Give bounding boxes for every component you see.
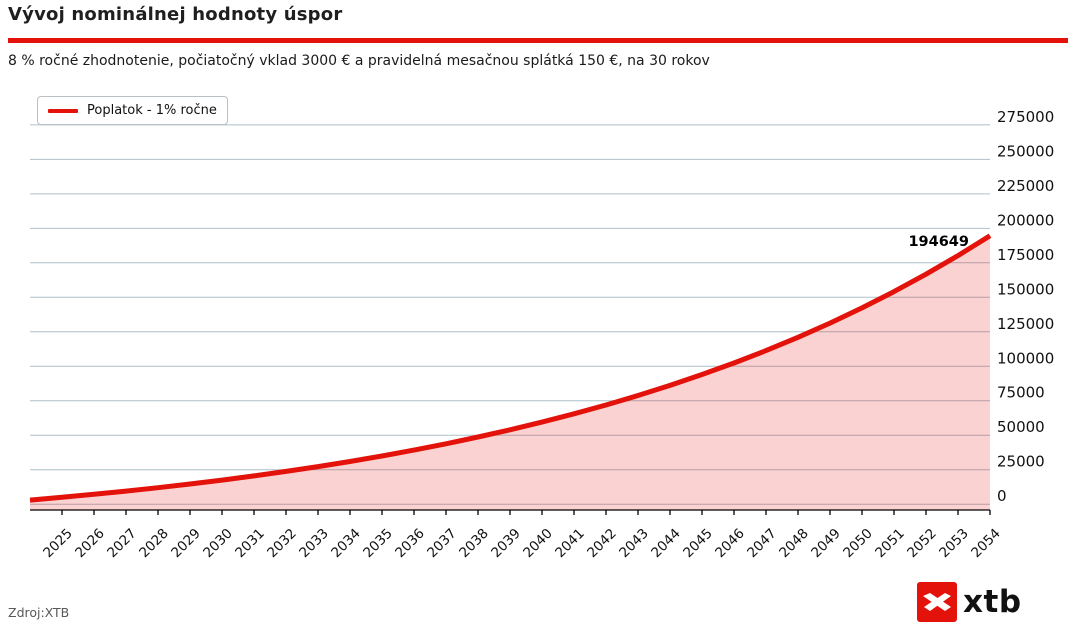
series-line [29,233,992,503]
x-axis-tick-label: 2030 [200,526,236,562]
x-axis-tick-label: 2054 [968,526,1004,562]
legend-label: Poplatok - 1% ročne [87,103,217,118]
legend-line-swatch [48,108,78,113]
x-axis-tick-label: 2044 [648,526,684,562]
x-axis-tick-label: 2038 [456,526,492,562]
x-axis-tick-label: 2048 [776,526,812,562]
x-axis-tick-label: 2050 [840,526,876,562]
y-axis-tick-label: 250000 [997,142,1054,160]
y-axis-tick-label: 100000 [997,349,1054,367]
y-axis-tick-label: 175000 [997,246,1054,264]
y-axis-tick-label: 150000 [997,280,1054,298]
x-axis-tick-label: 2025 [40,526,76,562]
chart-subtitle: 8 % ročné zhodnotenie, počiatočný vklad … [8,53,710,69]
x-axis-tick-label: 2033 [296,526,332,562]
title-divider [8,38,1068,43]
x-axis-tick-label: 2029 [168,526,204,562]
x-axis-tick-label: 2047 [744,526,780,562]
y-axis-tick-label: 50000 [997,418,1045,436]
xtb-logo-text: xtb [963,584,1022,620]
x-axis-tick-label: 2045 [680,526,716,562]
x-axis-tick-label: 2052 [904,526,940,562]
y-axis-tick-label: 75000 [997,384,1045,402]
x-axis-tick-label: 2035 [360,526,396,562]
x-axis-tick-label: 2041 [552,526,588,562]
y-axis-tick-label: 225000 [997,177,1054,195]
x-axis-tick-label: 2027 [104,526,140,562]
x-axis-tick-label: 2032 [264,526,300,562]
y-axis-tick-label: 125000 [997,315,1054,333]
chart-title: Vývoj nominálnej hodnoty úspor [8,4,343,25]
x-axis-tick-label: 2028 [136,526,172,562]
x-axis-tick-label: 2042 [584,526,620,562]
x-axis-tick-label: 2031 [232,526,268,562]
series-area-fill [30,235,990,510]
x-axis-tick-label: 2051 [872,526,908,562]
x-axis-tick-label: 2040 [520,526,556,562]
series-end-value-label: 194649 [908,234,969,250]
xtb-logo-icon [917,582,957,622]
legend: Poplatok - 1% ročne [37,96,228,125]
x-axis-tick-label: 2049 [808,526,844,562]
x-axis-tick-label: 2053 [936,526,972,562]
y-axis-tick-label: 200000 [997,211,1054,229]
x-axis-tick-label: 2043 [616,526,652,562]
source-note: Zdroj:XTB [8,605,70,620]
y-axis-tick-label: 25000 [997,453,1045,471]
x-axis-tick-label: 2026 [72,526,108,562]
x-axis-tick-label: 2036 [392,526,428,562]
y-axis-tick-label: 275000 [997,108,1054,126]
y-axis-tick-label: 0 [997,487,1007,505]
x-axis-tick-label: 2037 [424,526,460,562]
x-axis-tick-label: 2039 [488,526,524,562]
xtb-logo: xtb [917,582,1022,622]
x-axis-tick-label: 2046 [712,526,748,562]
x-axis-tick-label: 2034 [328,526,364,562]
